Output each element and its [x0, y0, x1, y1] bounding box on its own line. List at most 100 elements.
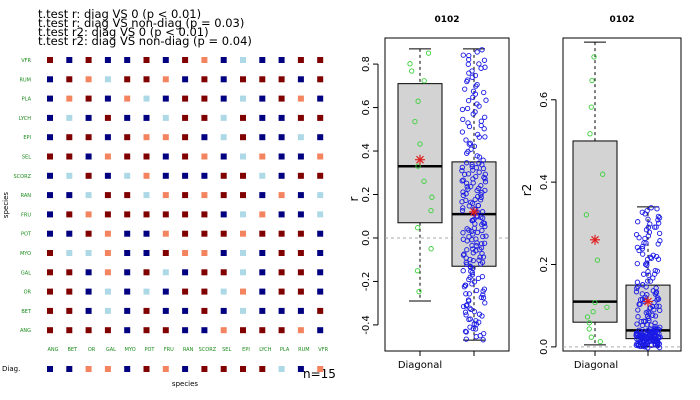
data-point — [478, 122, 484, 129]
heatmap-cell — [85, 134, 92, 141]
data-point — [633, 289, 640, 295]
data-point — [464, 247, 470, 253]
data-point — [466, 233, 472, 240]
heatmap-cell — [85, 269, 92, 276]
heatmap-cell — [259, 172, 266, 179]
data-point — [473, 173, 479, 180]
heatmap-cell — [317, 327, 324, 334]
heatmap-cell — [47, 307, 53, 314]
heatmap-cell — [66, 57, 73, 63]
data-point — [644, 262, 650, 268]
heatmap-cell — [182, 211, 189, 218]
heatmap-cell — [47, 288, 53, 295]
heatmap-cell — [162, 172, 169, 179]
data-point — [482, 171, 488, 177]
heatmap-cell — [85, 114, 92, 121]
data-point — [480, 295, 487, 301]
data-point — [655, 295, 661, 301]
data-point — [474, 81, 480, 88]
heatmap-cell — [124, 153, 131, 160]
heatmap-cell — [240, 288, 246, 295]
heatmap-cell — [143, 327, 150, 334]
heatmap-cell — [104, 134, 111, 141]
heatmap-cell — [124, 114, 131, 121]
data-point — [459, 207, 466, 214]
heatmap-panel: t.test r: diag VS 0 (p < 0.01) t.test r:… — [2, 7, 336, 388]
heatmap-cell — [66, 307, 73, 314]
heatmap-cell — [201, 307, 208, 314]
boxplot-r-y-axis-title: r — [347, 196, 361, 201]
heatmap-cell — [104, 57, 111, 63]
heatmap-cell — [220, 250, 227, 256]
heatmap-cell — [317, 95, 324, 102]
data-point — [471, 279, 478, 285]
boxplot-r-title: 0102 — [434, 15, 459, 25]
data-point — [646, 317, 652, 324]
data-point — [645, 224, 652, 230]
heatmap-cell — [143, 153, 150, 160]
heatmap-labels: VFR RUM PLA LYCH EPI SEL SCORZ RAN FRU POT MYO GAL O… — [14, 58, 329, 353]
box-iqr — [397, 83, 443, 224]
data-point — [463, 291, 469, 297]
data-point — [586, 326, 592, 332]
data-point — [459, 167, 465, 174]
diag-row-cell — [278, 366, 285, 372]
heatmap-cell — [240, 230, 246, 237]
heatmap-row-label: BET — [21, 309, 32, 315]
data-point — [479, 250, 485, 257]
data-point — [421, 178, 427, 184]
heatmap-cell — [182, 230, 189, 237]
heatmap-cell — [162, 114, 169, 121]
heatmap-cell — [240, 134, 246, 141]
heatmap-cell — [259, 57, 266, 63]
data-point — [428, 207, 434, 214]
heatmap-cell — [220, 172, 227, 179]
heatmap-cell — [143, 307, 150, 314]
heatmap-cell — [278, 307, 285, 314]
heatmap-cell — [278, 95, 285, 102]
diag-row-cell — [220, 366, 227, 372]
heatmap-cell — [66, 172, 73, 179]
heatmap-cell — [182, 327, 189, 334]
heatmap-cell — [201, 172, 208, 179]
heatmap-col-label: RAN — [183, 347, 194, 353]
data-point — [462, 309, 469, 315]
data-point — [428, 246, 434, 252]
heatmap-cell — [201, 134, 208, 141]
data-point — [465, 120, 471, 126]
data-point — [654, 206, 660, 212]
heatmap-row-label: SCORZ — [14, 174, 32, 180]
heatmap-cell — [240, 172, 246, 179]
heatmap-cell — [162, 76, 169, 83]
heatmap-cell — [278, 134, 285, 141]
data-point — [481, 330, 487, 337]
data-point — [480, 337, 486, 343]
data-point — [652, 271, 658, 277]
data-point — [465, 61, 471, 67]
diag-row-cell — [259, 366, 266, 372]
heatmap-cell — [240, 327, 246, 334]
data-point — [638, 318, 644, 325]
data-point — [466, 141, 472, 147]
heatmap-cell — [240, 57, 246, 63]
data-point — [471, 143, 478, 149]
data-point — [476, 61, 482, 67]
data-point — [468, 183, 474, 190]
data-point — [460, 236, 466, 242]
heatmap-cell — [47, 153, 53, 160]
data-point — [476, 169, 482, 175]
heatmap-cell — [66, 211, 73, 218]
diag-row-cell — [182, 366, 189, 372]
heatmap-cell — [162, 269, 169, 276]
heatmap-cell — [85, 192, 92, 199]
heatmap-cell — [240, 114, 246, 121]
data-point — [642, 261, 649, 268]
heatmap-cell — [220, 76, 227, 83]
data-point — [481, 57, 488, 63]
data-point — [646, 310, 652, 316]
heatmap-cell — [297, 230, 304, 237]
data-point — [483, 97, 489, 103]
heatmap-cell — [124, 211, 131, 218]
data-point — [651, 300, 657, 306]
data-point — [463, 180, 470, 186]
